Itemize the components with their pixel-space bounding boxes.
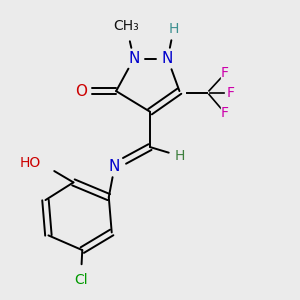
Text: F: F — [221, 106, 229, 120]
Text: N: N — [162, 51, 173, 66]
Text: Cl: Cl — [74, 273, 88, 286]
Text: HO: HO — [20, 156, 41, 170]
Text: O: O — [75, 84, 87, 99]
Text: F: F — [221, 66, 229, 80]
Text: N: N — [109, 159, 120, 174]
Text: H: H — [174, 149, 184, 163]
Text: N: N — [128, 51, 140, 66]
Text: F: F — [227, 85, 235, 100]
Text: H: H — [168, 22, 179, 36]
Text: CH₃: CH₃ — [114, 19, 139, 33]
